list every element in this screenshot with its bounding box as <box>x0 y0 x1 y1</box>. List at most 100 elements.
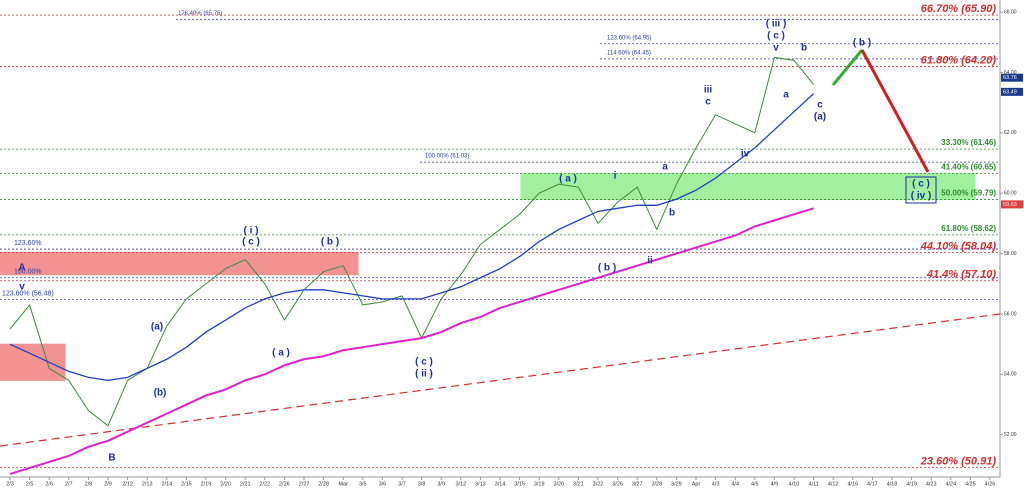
wave-label: ( ii ) <box>415 369 433 380</box>
wave-label: ( a ) <box>272 348 290 359</box>
y-tick-label: 52.00 <box>1004 432 1017 438</box>
wave-label: ( a ) <box>559 174 577 185</box>
x-tick-label: 2/26 <box>279 481 290 487</box>
x-tick-label: 2/6 <box>45 481 53 487</box>
wave-label: ( b ) <box>853 38 871 49</box>
wave-label: c <box>817 100 823 111</box>
zone <box>0 251 359 276</box>
x-tick-label: 3/19 <box>534 481 545 487</box>
x-tick-label: 3/6 <box>379 481 387 487</box>
level-label: 41.4% (57.10) <box>926 269 996 281</box>
x-tick-label: 2/9 <box>104 481 112 487</box>
x-tick-label: 3/5 <box>359 481 367 487</box>
wave-label: b <box>801 43 807 54</box>
x-tick-label: 2/27 <box>299 481 310 487</box>
x-tick-label: 4/3 <box>712 481 720 487</box>
price-tag <box>1001 73 1023 82</box>
x-tick-label: 4/18 <box>887 481 898 487</box>
y-tick-label: 66.00 <box>1004 9 1017 15</box>
wave-label: A <box>18 263 25 274</box>
level-label: 61.80% (58.62) <box>941 224 996 233</box>
wave-label: ii <box>647 256 653 267</box>
x-tick-label: 3/22 <box>593 481 604 487</box>
price-tag <box>1001 87 1023 96</box>
wave-label: v <box>773 43 779 54</box>
level-label: 123.60% (56.48) <box>2 290 54 297</box>
level-label: 123.60% (64.95) <box>607 35 651 41</box>
x-tick-label: 2/20 <box>220 481 231 487</box>
wave-label: b <box>669 208 675 219</box>
level-label: 44.10% (58.04) <box>920 240 997 252</box>
wave-label: a <box>783 90 789 101</box>
y-tick-label: 56.00 <box>1004 311 1017 317</box>
x-tick-label: 4/12 <box>828 481 839 487</box>
series-line <box>9 207 814 475</box>
x-tick-label: 4/5 <box>751 481 759 487</box>
wave-label: v <box>19 282 25 293</box>
level-label: 100.00% (61.03) <box>425 154 469 160</box>
x-tick-label: 2/19 <box>201 481 212 487</box>
x-tick-label: 2/5 <box>26 481 34 487</box>
x-tick-label: 2/7 <box>65 481 73 487</box>
y-tick-label: 62.00 <box>1004 130 1017 136</box>
x-tick-label: 2/22 <box>259 481 270 487</box>
wave-label: ( c ) <box>415 357 433 368</box>
wave-label: i <box>614 171 617 182</box>
projection-up <box>831 49 864 86</box>
x-tick-label: Apr <box>692 481 701 487</box>
wave-label: ( b ) <box>598 263 616 274</box>
x-tick-label: 3/26 <box>612 481 623 487</box>
wave-label: ( iv ) <box>911 191 932 202</box>
wave-label: (b) <box>154 388 167 399</box>
level-label: 23.60% (50.91) <box>920 456 997 468</box>
x-tick-label: 4/17 <box>867 481 878 487</box>
x-tick-label: 4/26 <box>985 481 996 487</box>
x-tick-label: 3/7 <box>398 481 406 487</box>
price-tag-label: 63.49 <box>1003 89 1017 95</box>
level-label: 123.60% <box>14 240 42 247</box>
wave-label: ( c ) <box>767 31 785 42</box>
x-tick-label: 3/8 <box>418 481 426 487</box>
x-tick-label: 2/21 <box>240 481 251 487</box>
level-label: 114.60% (64.45) <box>607 50 651 56</box>
x-tick-label: 4/16 <box>847 481 858 487</box>
x-tick-label: 2/14 <box>161 481 172 487</box>
wave-label: ( c ) <box>912 179 930 190</box>
series-line <box>9 93 815 382</box>
level-label: 61.80% (64.20) <box>921 54 997 66</box>
wave-label: a <box>662 162 668 173</box>
x-tick-label: 3/28 <box>651 481 662 487</box>
x-tick-label: Mar <box>338 481 348 487</box>
wave-label: ( b ) <box>321 237 339 248</box>
zone <box>520 173 976 201</box>
x-tick-label: 2/3 <box>6 481 14 487</box>
x-tick-label: 3/20 <box>553 481 564 487</box>
wave-label: ( c ) <box>242 237 260 248</box>
price-tag <box>1001 200 1023 209</box>
wave-label: iv <box>741 149 750 160</box>
x-tick-label: 2/13 <box>142 481 153 487</box>
zone <box>0 343 66 381</box>
level-label: 41.40% (60.65) <box>941 163 996 172</box>
wave-label: iii <box>704 85 713 96</box>
projection-down <box>860 49 930 173</box>
level-label: 176.40% (65.76) <box>178 11 222 17</box>
x-tick-label: 4/24 <box>945 481 956 487</box>
x-tick-label: 3/27 <box>632 481 643 487</box>
price-tag-label: 63.76 <box>1003 75 1017 81</box>
x-tick-label: 2/28 <box>318 481 329 487</box>
x-tick-label: 3/9 <box>437 481 445 487</box>
level-label: 33.30% (61.46) <box>941 138 996 147</box>
level-label: 66.70% (65.90) <box>921 3 997 15</box>
x-tick-label: 4/19 <box>906 481 917 487</box>
wave-label: c <box>705 97 711 108</box>
level-label: 100.00% <box>14 269 42 276</box>
x-tick-label: 4/25 <box>965 481 976 487</box>
x-tick-label: 3/15 <box>514 481 525 487</box>
x-tick-label: 2/12 <box>122 481 133 487</box>
x-tick-label: 3/21 <box>573 481 584 487</box>
wave-label: ( iii ) <box>766 19 787 30</box>
x-tick-label: 4/10 <box>789 481 800 487</box>
y-tick-label: 64.00 <box>1004 70 1017 76</box>
wave-box <box>905 176 937 204</box>
